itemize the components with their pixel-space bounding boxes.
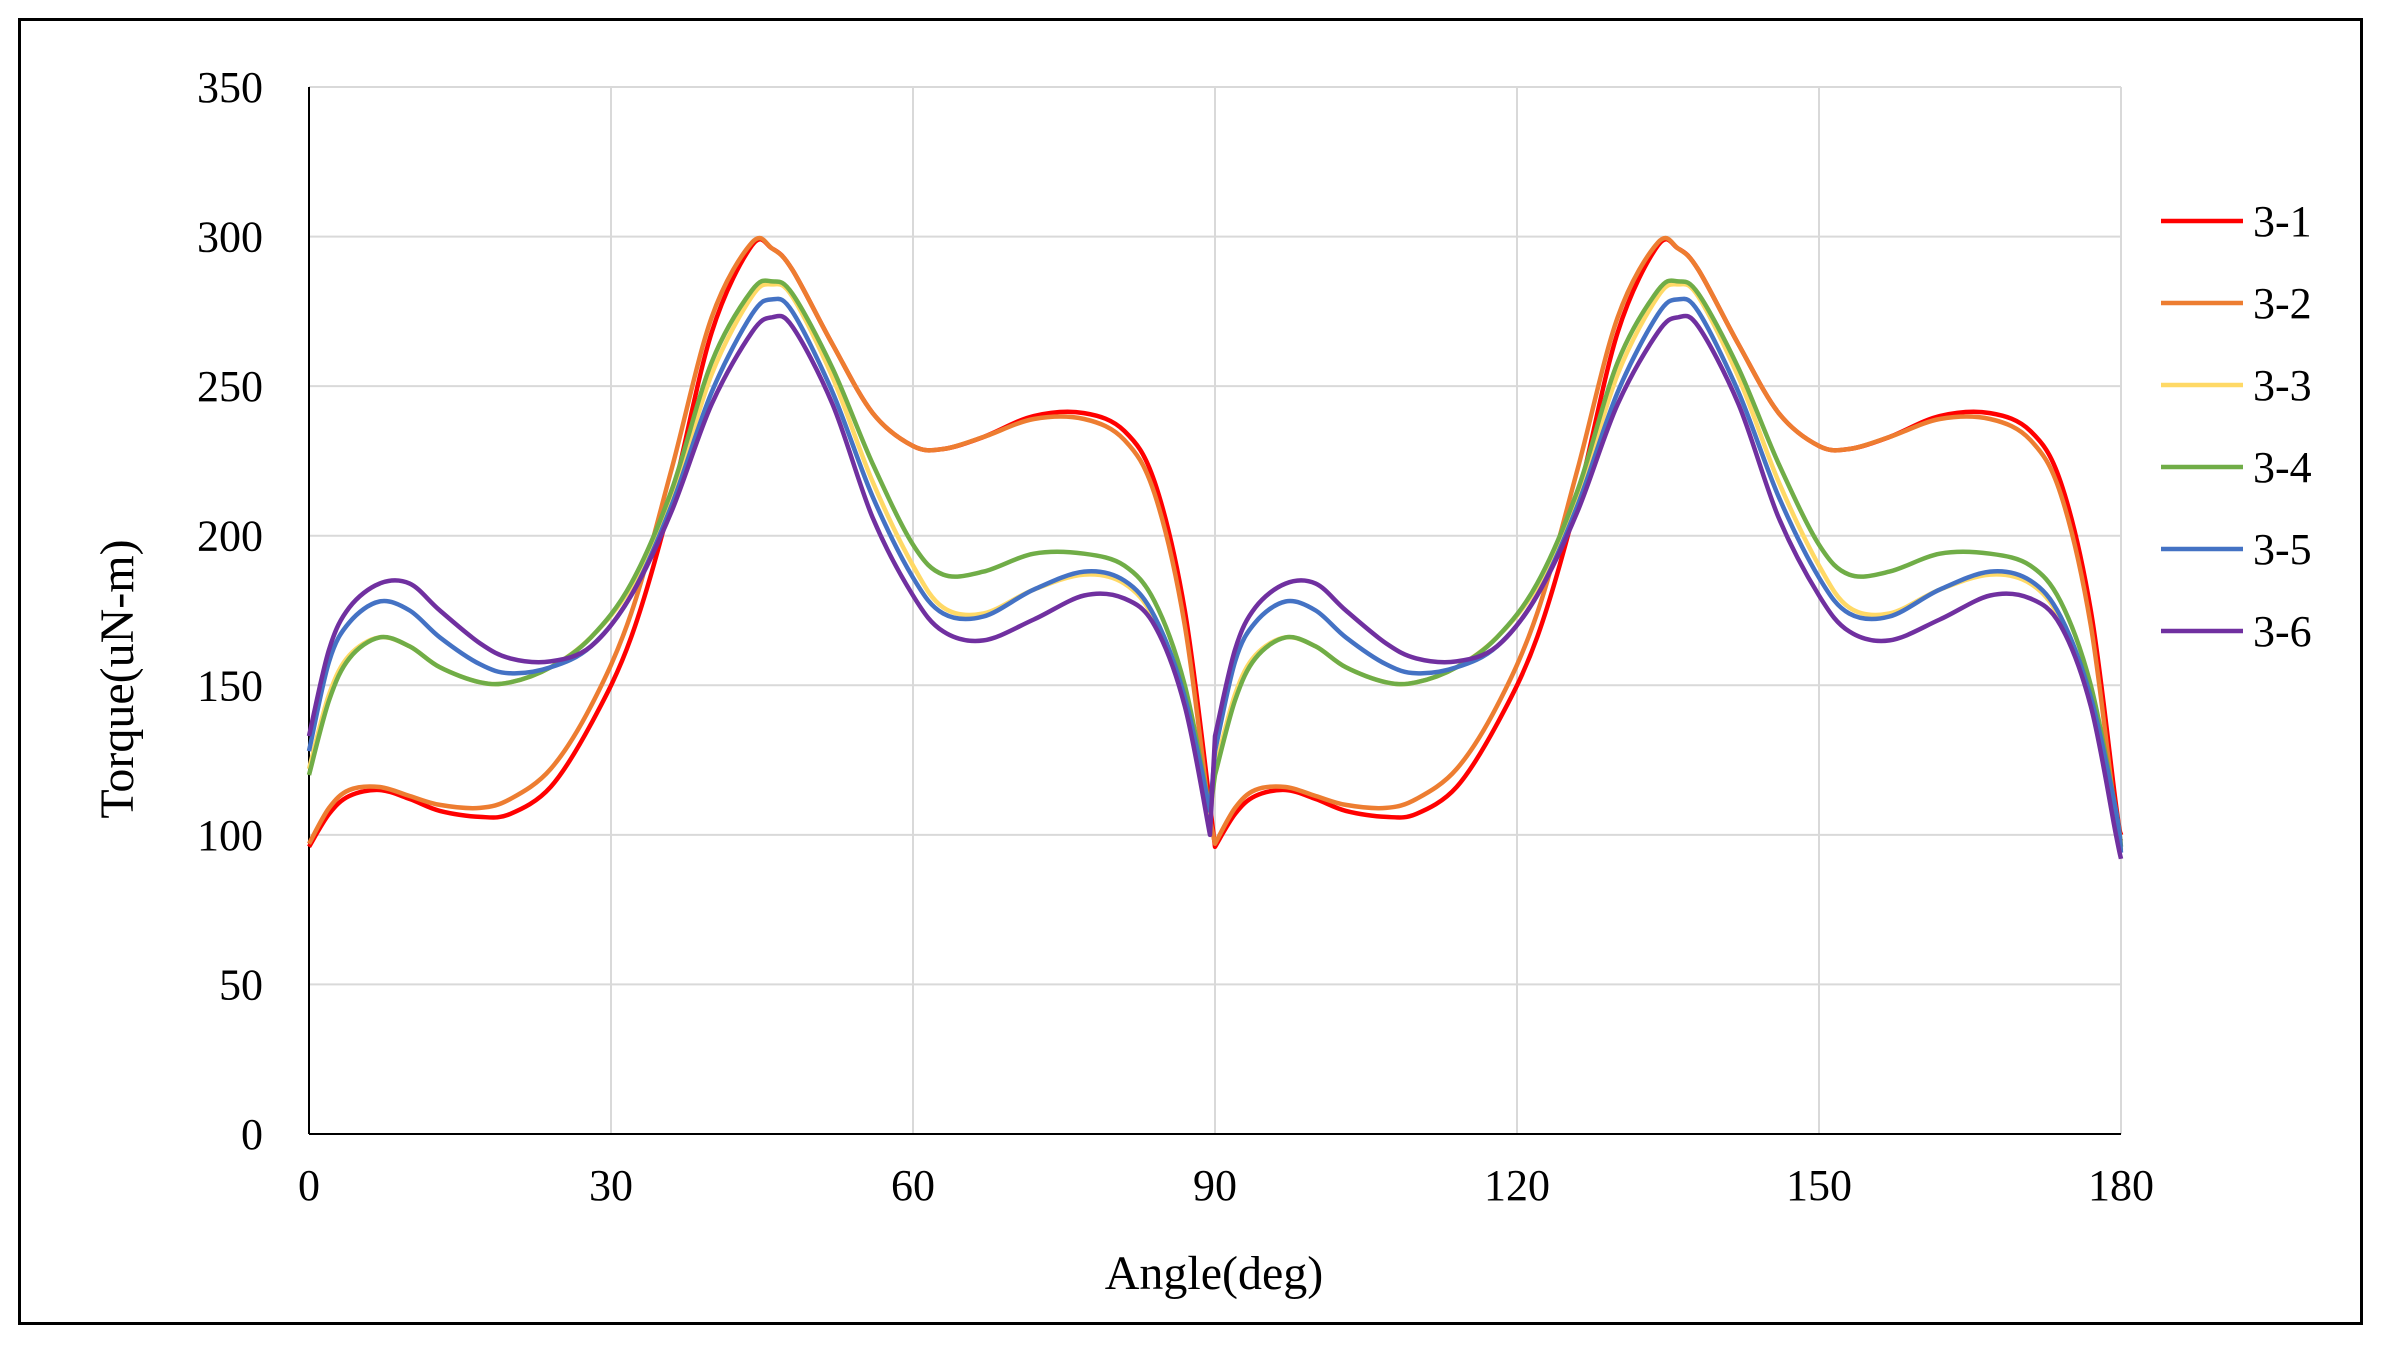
legend: 3-1 3-2 3-3 3-4 3-5 3-6 [2161, 197, 2312, 656]
torque-line-chart: 0 50 100 150 200 250 300 350 0 30 60 90 120 150 180 A… [91, 63, 2312, 1300]
x-axis-title: Angle(deg) [1105, 1247, 1324, 1300]
legend-label-3-3: 3-3 [2253, 361, 2312, 410]
x-tick-labels: 0 30 60 90 120 150 180 [298, 1161, 2154, 1210]
legend-label-3-4: 3-4 [2253, 443, 2312, 492]
y-tick-label: 0 [241, 1110, 263, 1159]
series-line-3-6 [306, 313, 2124, 860]
x-tick-label: 150 [1786, 1161, 1852, 1210]
series-line-3-4 [306, 278, 2124, 848]
y-tick-label: 350 [197, 63, 263, 112]
legend-label-3-5: 3-5 [2253, 525, 2312, 574]
chart-frame: 0 50 100 150 200 250 300 350 0 30 60 90 120 150 180 A… [18, 18, 2363, 1325]
series-line-3-2 [307, 235, 2124, 847]
x-tick-label: 120 [1484, 1161, 1550, 1210]
y-tick-label: 300 [197, 213, 263, 262]
y-tick-label: 50 [219, 960, 263, 1009]
x-tick-label: 90 [1193, 1161, 1237, 1210]
y-tick-label: 250 [197, 362, 263, 411]
y-axis-title: Torque(uN-m) [91, 539, 144, 818]
legend-label-3-2: 3-2 [2253, 279, 2312, 328]
x-tick-label: 30 [589, 1161, 633, 1210]
x-tick-label: 60 [891, 1161, 935, 1210]
gridlines [309, 86, 2122, 1134]
x-tick-label: 180 [2088, 1161, 2154, 1210]
y-tick-label: 150 [197, 661, 263, 710]
axes [308, 87, 2121, 1135]
series-lines [306, 235, 2124, 860]
x-tick-label: 0 [298, 1161, 320, 1210]
legend-label-3-1: 3-1 [2253, 197, 2312, 246]
y-tick-label: 100 [197, 811, 263, 860]
y-tick-labels: 0 50 100 150 200 250 300 350 [197, 63, 263, 1159]
y-tick-label: 200 [197, 512, 263, 561]
legend-label-3-6: 3-6 [2253, 607, 2312, 656]
